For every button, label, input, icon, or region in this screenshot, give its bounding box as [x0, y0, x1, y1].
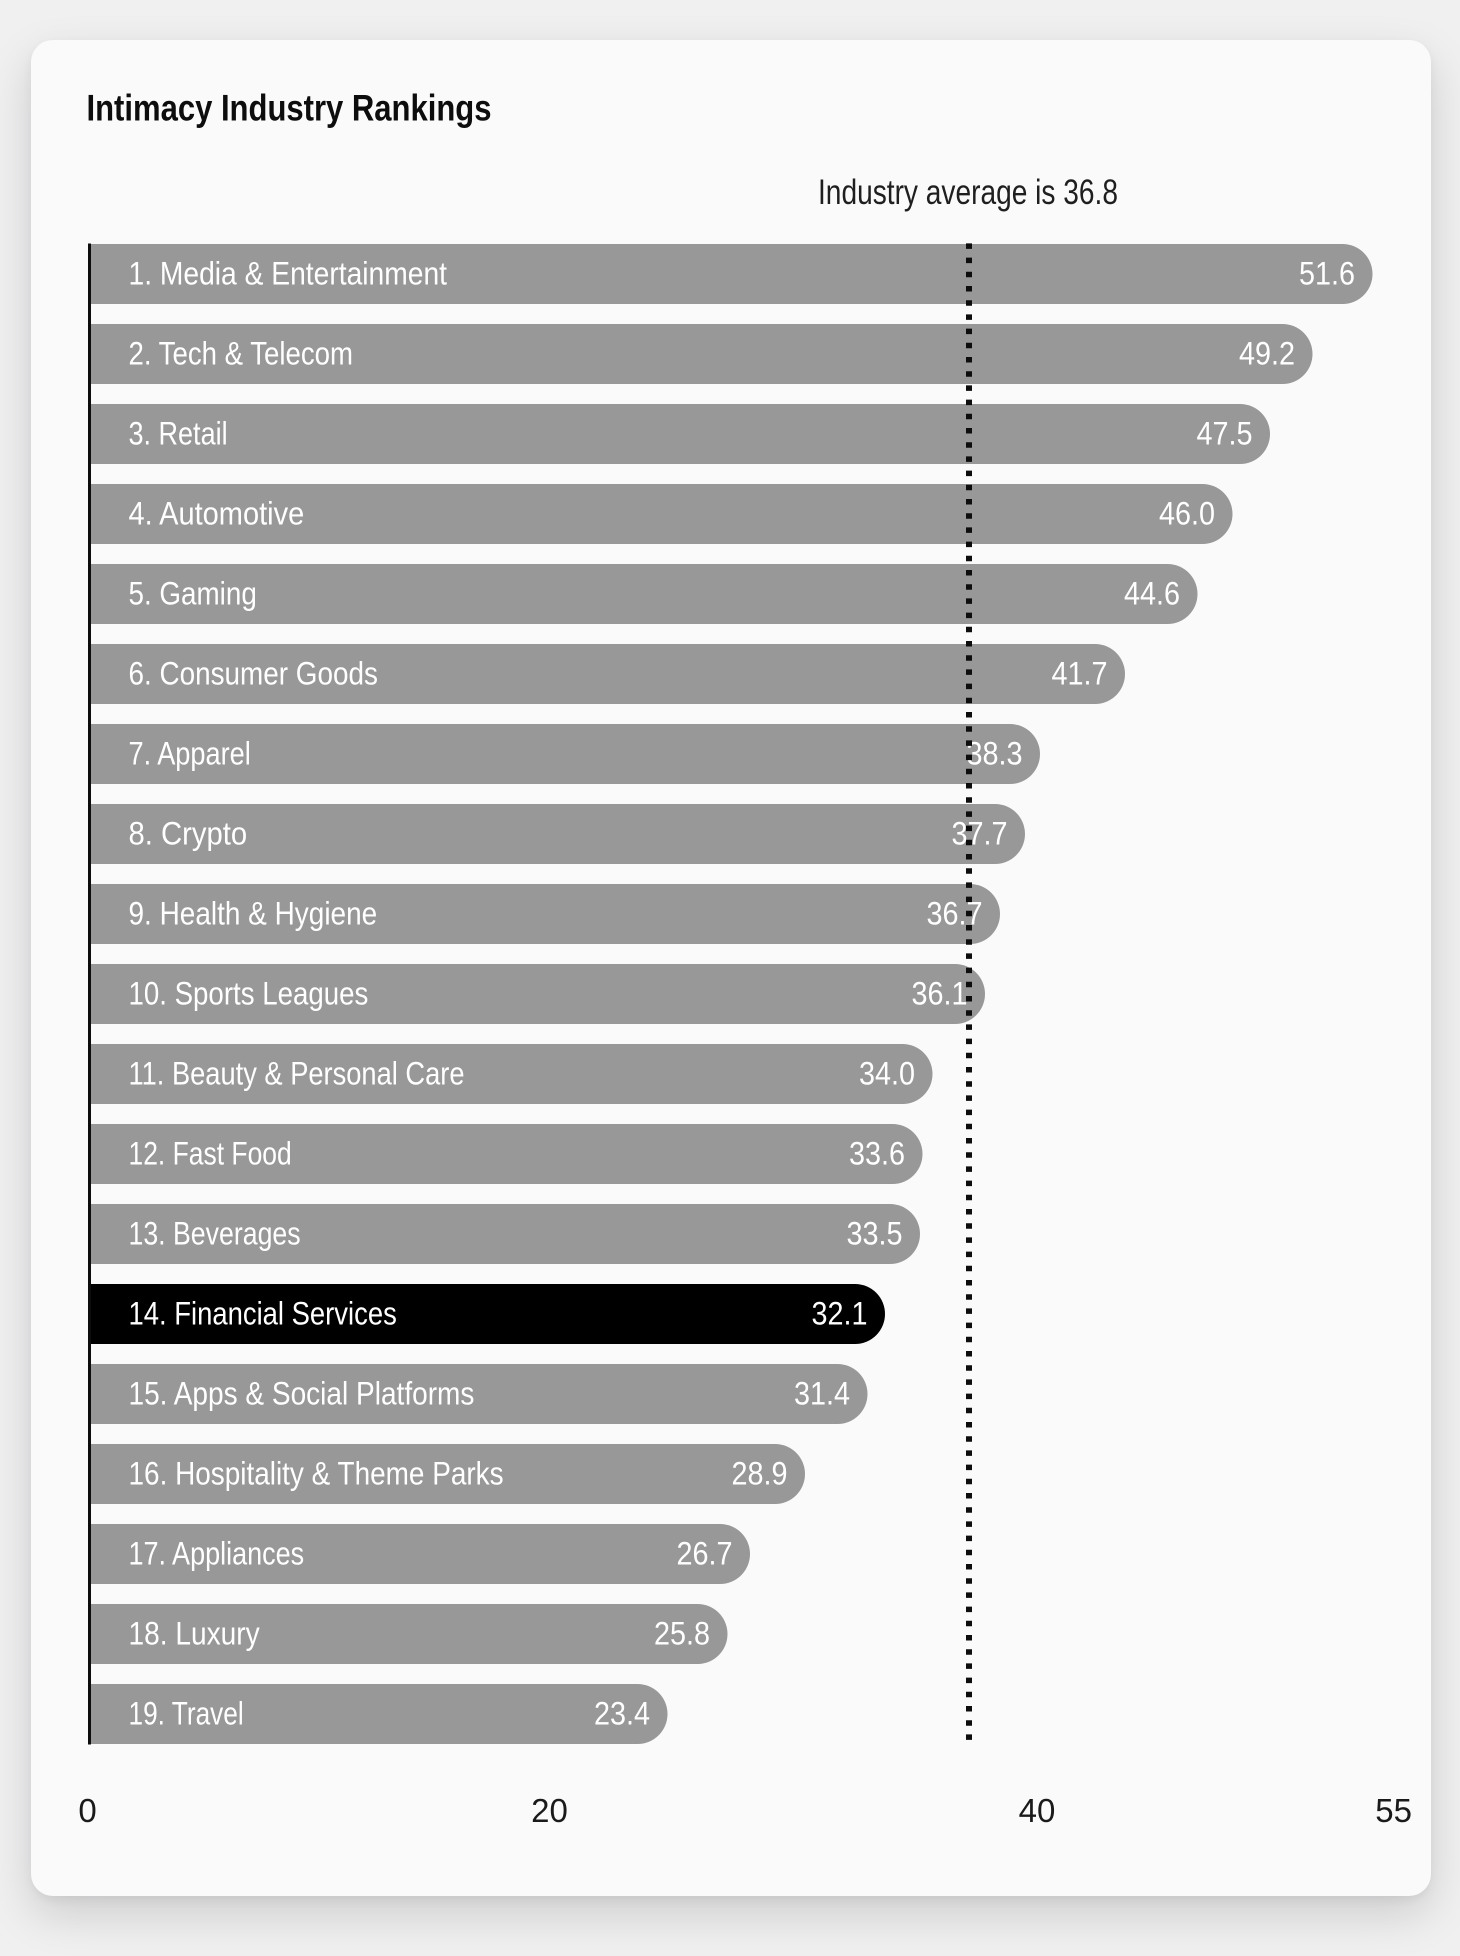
svg-text:31.4: 31.4: [794, 1376, 850, 1412]
svg-text:23.4: 23.4: [594, 1696, 650, 1732]
svg-text:34.0: 34.0: [859, 1056, 915, 1092]
svg-text:14. Financial Services: 14. Financial Services: [129, 1296, 397, 1332]
svg-text:47.5: 47.5: [1197, 416, 1253, 452]
svg-text:19. Travel: 19. Travel: [129, 1696, 244, 1732]
svg-text:18. Luxury: 18. Luxury: [129, 1616, 261, 1652]
svg-text:26.7: 26.7: [677, 1536, 733, 1572]
svg-text:Intimacy Industry Rankings: Intimacy Industry Rankings: [87, 88, 492, 129]
svg-text:0: 0: [78, 1792, 96, 1829]
svg-text:10. Sports Leagues: 10. Sports Leagues: [129, 976, 369, 1012]
svg-text:41.7: 41.7: [1052, 656, 1108, 692]
svg-text:44.6: 44.6: [1124, 576, 1180, 612]
svg-text:6. Consumer Goods: 6. Consumer Goods: [129, 656, 378, 692]
svg-text:36.7: 36.7: [927, 896, 983, 932]
svg-text:8. Crypto: 8. Crypto: [129, 816, 248, 852]
svg-text:46.0: 46.0: [1159, 496, 1215, 532]
svg-text:11. Beauty & Personal Care: 11. Beauty & Personal Care: [129, 1056, 465, 1092]
svg-text:33.6: 33.6: [849, 1136, 905, 1172]
svg-text:51.6: 51.6: [1299, 256, 1355, 292]
svg-text:49.2: 49.2: [1239, 336, 1295, 372]
svg-text:1. Media & Entertainment: 1. Media & Entertainment: [129, 256, 448, 292]
svg-text:38.3: 38.3: [967, 736, 1023, 772]
svg-text:3. Retail: 3. Retail: [129, 416, 228, 452]
svg-text:37.7: 37.7: [952, 816, 1008, 852]
svg-text:13. Beverages: 13. Beverages: [129, 1216, 301, 1252]
svg-text:28.9: 28.9: [732, 1456, 788, 1492]
svg-text:4. Automotive: 4. Automotive: [129, 496, 305, 532]
svg-text:9. Health & Hygiene: 9. Health & Hygiene: [129, 896, 378, 932]
svg-text:16. Hospitality & Theme Parks: 16. Hospitality & Theme Parks: [129, 1456, 504, 1492]
svg-text:17. Appliances: 17. Appliances: [129, 1536, 305, 1572]
svg-text:36.1: 36.1: [912, 976, 968, 1012]
svg-text:5. Gaming: 5. Gaming: [129, 576, 257, 612]
svg-text:40: 40: [1019, 1792, 1056, 1829]
svg-text:15. Apps & Social Platforms: 15. Apps & Social Platforms: [129, 1376, 475, 1412]
svg-text:25.8: 25.8: [654, 1616, 710, 1652]
svg-text:Industry average is 36.8: Industry average is 36.8: [818, 173, 1118, 212]
svg-text:33.5: 33.5: [847, 1216, 903, 1252]
svg-text:32.1: 32.1: [812, 1296, 868, 1332]
svg-text:55: 55: [1375, 1792, 1412, 1829]
svg-text:20: 20: [531, 1792, 568, 1829]
svg-text:2. Tech & Telecom: 2. Tech & Telecom: [129, 336, 354, 372]
svg-text:7. Apparel: 7. Apparel: [129, 736, 251, 772]
svg-text:12. Fast Food: 12. Fast Food: [129, 1136, 292, 1172]
